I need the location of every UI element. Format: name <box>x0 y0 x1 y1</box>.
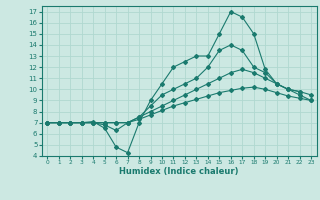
X-axis label: Humidex (Indice chaleur): Humidex (Indice chaleur) <box>119 167 239 176</box>
